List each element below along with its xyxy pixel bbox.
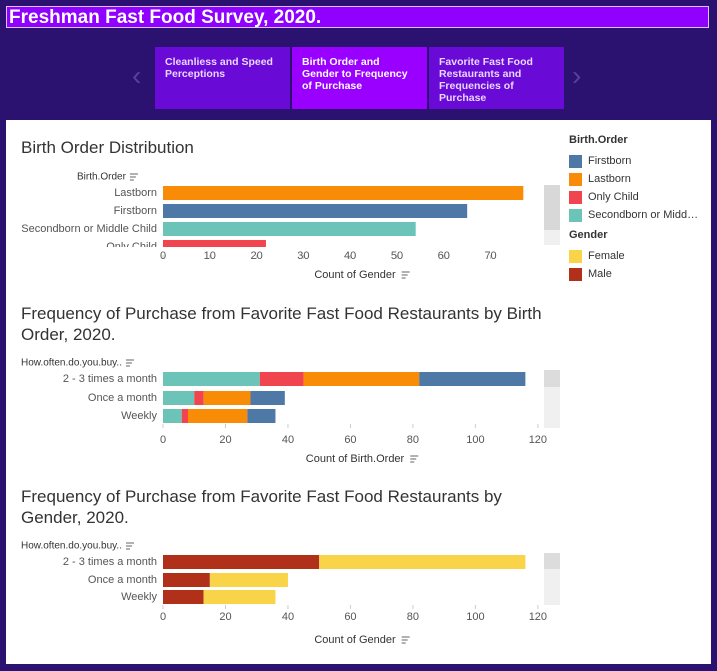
x-tick-label: 60 (344, 611, 356, 623)
x-tick-label: 0 (160, 250, 166, 262)
category-label: Only Child (106, 241, 157, 253)
legend-item: Only Child (569, 188, 700, 206)
row-header: Birth.Order (77, 172, 127, 183)
x-tick-label: 20 (250, 250, 262, 262)
category-label: Secondborn or Middle Child (21, 223, 157, 235)
x-tick-label: 120 (529, 611, 547, 623)
bar (163, 186, 524, 200)
bar-segment (163, 409, 182, 423)
x-tick-label: 40 (282, 434, 294, 446)
x-axis-title: Count of Gender (314, 634, 396, 646)
chart: 2 - 3 times a month Once a month Weekly (63, 555, 526, 604)
legend-item: Male (569, 265, 700, 283)
bar-segment (203, 590, 276, 604)
legend-swatch (569, 154, 582, 168)
next-arrow[interactable]: › (572, 60, 582, 91)
tab[interactable]: Birth Order and Gender to Frequency of P… (292, 47, 427, 109)
chart-title: Frequency of Purchase from Favorite Fast… (21, 487, 502, 527)
bar-segment (203, 391, 251, 405)
x-tick-label: 100 (466, 434, 484, 446)
category-label: Weekly (121, 410, 157, 422)
scrollbar-thumb[interactable] (544, 553, 560, 569)
bar (163, 240, 266, 247)
chart: 2 - 3 times a month Once a month Weekly (63, 372, 526, 423)
x-axis-title: Count of Gender (314, 269, 396, 281)
legend: Birth.Order Firstborn Lastborn Only Child S… (569, 134, 700, 224)
x-tick-label: 0 (160, 611, 166, 623)
tab[interactable]: Cleanliess and Speed Perceptions (155, 47, 290, 109)
bar-segment (194, 391, 204, 405)
x-tick-label: 80 (407, 611, 419, 623)
x-tick-label: 80 (407, 434, 419, 446)
x-axis-title: Count of Birth.Order (306, 453, 405, 465)
prev-arrow[interactable]: ‹ (132, 60, 142, 91)
bar-segment (419, 372, 526, 386)
bar-segment (319, 555, 526, 569)
tab[interactable]: Favorite Fast Food Restaurants and Frequ… (429, 47, 564, 109)
bar-segment (163, 573, 210, 587)
legend-swatch (569, 172, 582, 186)
bar-segment (163, 555, 320, 569)
bar-segment (250, 391, 285, 405)
bar-segment (259, 372, 304, 386)
legend-item: Female (569, 247, 700, 265)
x-tick-label: 40 (344, 250, 356, 262)
x-tick-label: 100 (466, 611, 484, 623)
legend-swatch (569, 190, 582, 204)
legend-swatch (569, 267, 582, 281)
bar-segment (163, 391, 195, 405)
category-label: Once a month (88, 392, 157, 404)
x-tick-label: 120 (529, 434, 547, 446)
legend-title: Birth.Order (569, 134, 628, 146)
bar-segment (247, 409, 276, 423)
x-tick-label: 70 (484, 250, 496, 262)
x-tick-label: 60 (344, 434, 356, 446)
bar (163, 222, 416, 236)
bar-segment (181, 409, 188, 423)
category-label: 2 - 3 times a month (63, 373, 157, 385)
x-tick-label: 10 (204, 250, 216, 262)
legend-item: Secondborn or Middle Child (569, 206, 700, 224)
category-label: Once a month (88, 574, 157, 586)
chart-title: Birth Order Distribution (21, 138, 194, 157)
legend-item: Firstborn (569, 152, 700, 170)
category-label: 2 - 3 times a month (63, 556, 157, 568)
row-header: How.often.do.you.buy.. (21, 358, 122, 369)
legend-item: Lastborn (569, 170, 700, 188)
row-header: How.often.do.you.buy.. (21, 541, 122, 552)
category-label: Lastborn (114, 187, 157, 199)
bar-segment (303, 372, 420, 386)
category-label: Firstborn (114, 205, 157, 217)
bar-segment (187, 409, 248, 423)
dashboard-title: Freshman Fast Food Survey, 2020. (6, 6, 709, 28)
scrollbar-thumb[interactable] (544, 370, 560, 387)
x-tick-label: 40 (282, 611, 294, 623)
legend-swatch (569, 208, 582, 222)
x-tick-label: 30 (297, 250, 309, 262)
category-label: Weekly (121, 591, 157, 603)
bar-segment (163, 590, 204, 604)
bar-segment (163, 372, 260, 386)
scrollbar-thumb[interactable] (544, 185, 560, 230)
legend-swatch (569, 249, 582, 263)
x-tick-label: 60 (438, 250, 450, 262)
chart-title: Frequency of Purchase from Favorite Fast… (21, 304, 542, 344)
bar (163, 204, 468, 218)
chart: Lastborn Firstborn Secondborn or Middle Ch… (21, 186, 524, 253)
x-tick-label: 50 (391, 250, 403, 262)
x-tick-label: 20 (219, 611, 231, 623)
x-tick-label: 0 (160, 434, 166, 446)
legend-title: Gender (569, 229, 608, 241)
x-tick-label: 20 (219, 434, 231, 446)
legend: Gender Female Male (569, 229, 700, 283)
bar-segment (209, 573, 288, 587)
